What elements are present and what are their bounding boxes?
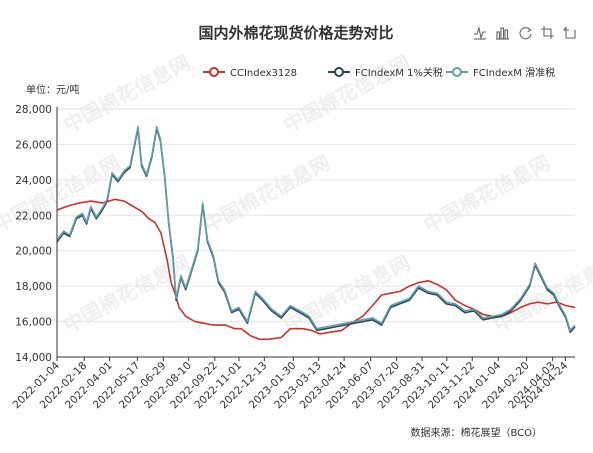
- y-tick-label: 14,000: [15, 352, 52, 364]
- y-tick-label: 20,000: [15, 246, 52, 258]
- series-line: [56, 127, 576, 334]
- series-layer: [56, 125, 576, 341]
- legend-swatch-marker: [334, 67, 344, 77]
- legend-item[interactable]: FCIndexM 1%关税: [328, 66, 443, 79]
- legend-item[interactable]: FCIndexM 滑准税: [446, 66, 555, 79]
- zoom-reset-icon[interactable]: [561, 24, 577, 40]
- series-line: [56, 198, 576, 341]
- y-tick-label: 26,000: [15, 139, 52, 151]
- zoom-icon[interactable]: [539, 24, 555, 40]
- y-tick-label: 28,000: [15, 104, 52, 116]
- legend-swatch-marker: [452, 67, 462, 77]
- legend-label: FCIndexM 1%关税: [355, 66, 443, 79]
- grid-lines: [57, 108, 575, 358]
- source-note: 数据来源：棉花展望（BCO）: [410, 426, 542, 439]
- watermark-text: 中国棉花信息网: [419, 150, 554, 237]
- chart-title: 国内外棉花现货价格走势对比: [198, 24, 393, 42]
- watermark-text: 中国棉花信息网: [199, 150, 334, 237]
- watermark-text: 中国棉花信息网: [489, 250, 593, 337]
- axes: [56, 107, 575, 358]
- y-axis-ticks: 14,000 16,000 18,000 20,000 22,000 24,000 26,0…: [15, 104, 52, 364]
- y-tick-label: 18,000: [15, 281, 52, 293]
- watermark-text: 中国棉花信息网: [0, 150, 124, 237]
- legend: CCIndex3128 FCIndexM 1%关税 FCIndexM 滑准税: [203, 66, 555, 79]
- legend-label: FCIndexM 滑准税: [473, 66, 555, 79]
- series-line: [56, 125, 576, 332]
- line-switch-icon[interactable]: [472, 24, 488, 41]
- legend-swatch-marker: [209, 67, 219, 77]
- toolbox: [472, 24, 577, 41]
- x-axis-ticks: 2022-01-042022-02-182022-04-012022-05-17…: [10, 357, 571, 411]
- legend-item[interactable]: CCIndex3128: [203, 67, 297, 79]
- watermark-text: 中国棉花信息网: [59, 50, 194, 137]
- legend-label: CCIndex3128: [230, 68, 297, 79]
- watermark-text: 中国棉花信息网: [279, 50, 414, 137]
- restore-icon[interactable]: [517, 24, 533, 40]
- y-tick-label: 22,000: [15, 210, 52, 222]
- unit-label: 单位：元/吨: [26, 83, 79, 96]
- y-tick-label: 16,000: [15, 317, 52, 329]
- bar-switch-icon[interactable]: [494, 24, 510, 40]
- y-tick-label: 24,000: [15, 175, 52, 187]
